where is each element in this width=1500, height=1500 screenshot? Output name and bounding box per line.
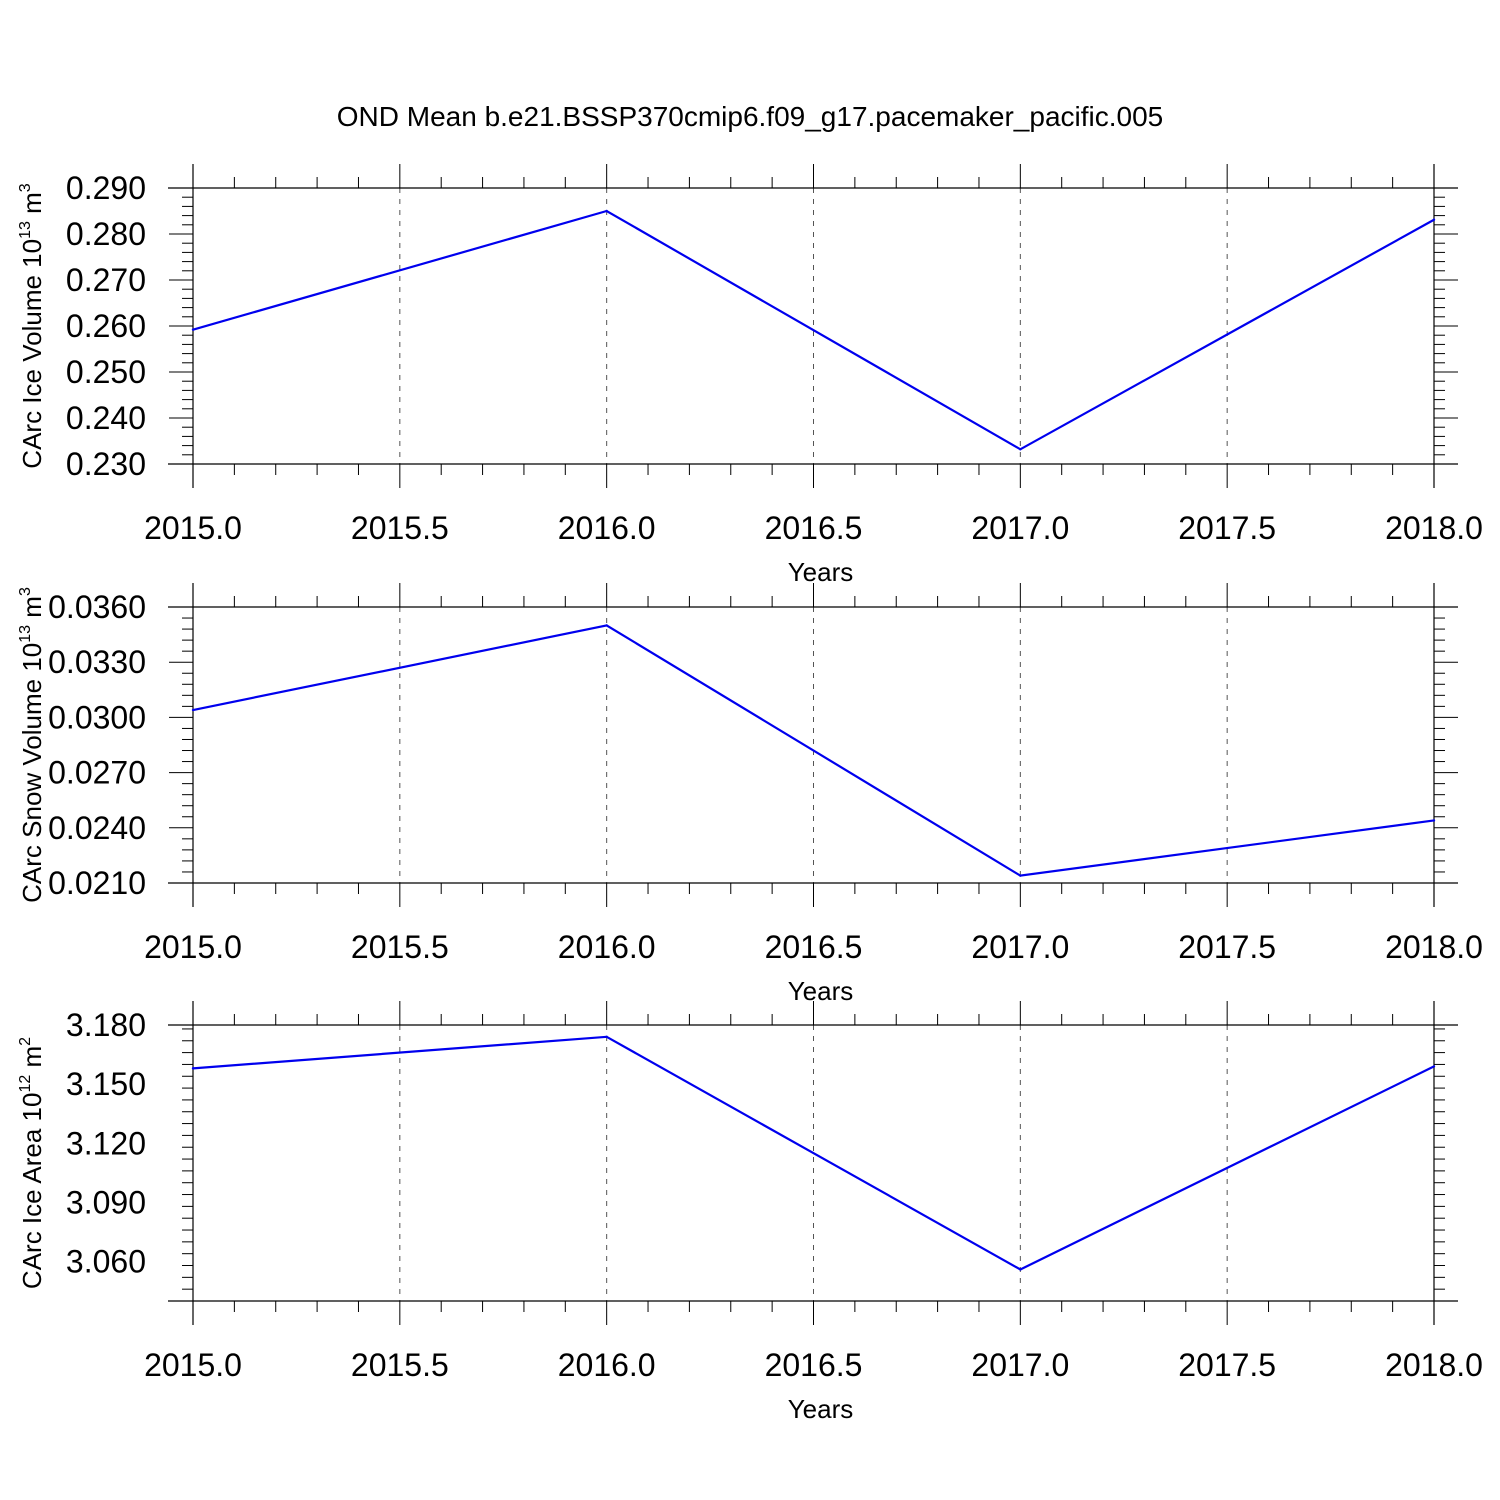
data-point <box>605 209 608 213</box>
x-tick-label: 2017.5 <box>1178 1347 1276 1383</box>
series-line-snow-volume <box>192 624 1435 877</box>
data-point <box>605 624 608 627</box>
y-tick-label: 3.120 <box>66 1125 146 1161</box>
y-tick-label: 0.230 <box>66 446 146 482</box>
y-tick-label: 0.290 <box>66 170 146 206</box>
data-point <box>1019 1268 1022 1271</box>
y-tick-label: 0.270 <box>66 262 146 298</box>
x-tick-label: 2016.0 <box>558 929 656 965</box>
x-tick-label: 2015.0 <box>144 510 242 546</box>
y-tick-label: 0.240 <box>66 400 146 436</box>
x-tick-label: 2017.0 <box>971 929 1069 965</box>
x-tick-label: 2015.5 <box>351 510 449 546</box>
x-tick-label: 2016.0 <box>558 1347 656 1383</box>
panel-ice-volume: 0.290 0.280 0.270 0.260 0.250 0.240 0.230 2015.… <box>17 164 1483 587</box>
y-tick-label: 3.060 <box>66 1244 146 1280</box>
y-tick-label: 3.180 <box>66 1007 146 1043</box>
y-tick-label: 0.250 <box>66 354 146 390</box>
x-axis-label: Years <box>788 976 854 1006</box>
panel-snow-volume: 0.0360 0.0330 0.0300 0.0270 0.0240 0.0210 2015… <box>17 583 1483 1006</box>
data-point <box>1019 448 1022 451</box>
data-point <box>191 708 195 712</box>
x-tick-label: 2018.0 <box>1385 929 1483 965</box>
x-tick-label: 2016.5 <box>765 929 863 965</box>
x-tick-label: 2017.5 <box>1178 510 1276 546</box>
y-tick-label: 0.260 <box>66 308 146 344</box>
x-tick-label: 2016.5 <box>765 1347 863 1383</box>
y-tick-label: 3.150 <box>66 1066 146 1102</box>
y-tick-label: 0.0300 <box>48 699 146 735</box>
y-tick-label: 0.0270 <box>48 755 146 791</box>
x-tick-label: 2017.5 <box>1178 929 1276 965</box>
data-point <box>191 328 195 331</box>
y-axis-label: CArc Ice Volume 1013 m3 <box>17 183 47 468</box>
x-tick-label: 2016.0 <box>558 510 656 546</box>
chart-title: OND Mean b.e21.BSSP370cmip6.f09_g17.pace… <box>337 101 1164 132</box>
data-point <box>1432 1065 1436 1068</box>
x-tick-label: 2018.0 <box>1385 1347 1483 1383</box>
x-tick-label: 2018.0 <box>1385 510 1483 546</box>
series-line-ice-volume <box>192 209 1435 451</box>
x-tick-label: 2015.5 <box>351 1347 449 1383</box>
x-tick-label: 2015.0 <box>144 1347 242 1383</box>
data-point <box>1432 819 1436 822</box>
y-tick-label: 0.0240 <box>48 810 146 846</box>
x-tick-label: 2017.0 <box>971 1347 1069 1383</box>
series-line-ice-area <box>192 1035 1435 1271</box>
y-tick-label: 0.280 <box>66 216 146 252</box>
y-tick-label: 0.0210 <box>48 865 146 901</box>
y-tick-label: 0.0360 <box>48 589 146 625</box>
data-point <box>191 1067 195 1070</box>
data-point <box>1019 874 1022 877</box>
y-axis-label: CArc Ice Area 1012 m2 <box>17 1037 47 1289</box>
x-tick-label: 2015.5 <box>351 929 449 965</box>
x-axis-label: Years <box>788 1394 854 1424</box>
x-tick-label: 2015.0 <box>144 929 242 965</box>
x-tick-label: 2016.5 <box>765 510 863 546</box>
panel-ice-area: 3.180 3.150 3.120 3.090 3.060 2015.0 2015.5 201… <box>17 1001 1483 1424</box>
data-point <box>1432 218 1436 221</box>
y-tick-label: 3.090 <box>66 1184 146 1220</box>
x-axis-label: Years <box>788 557 854 587</box>
y-tick-label: 0.0330 <box>48 644 146 680</box>
x-tick-label: 2017.0 <box>971 510 1069 546</box>
data-point <box>605 1035 608 1039</box>
y-axis-label: CArc Snow Volume 1013 m3 <box>17 587 47 903</box>
